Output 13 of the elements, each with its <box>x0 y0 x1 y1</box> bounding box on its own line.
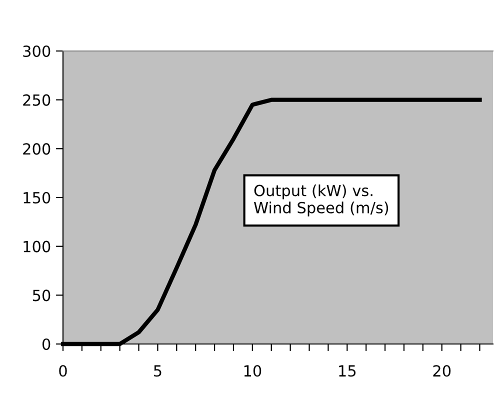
x-tick-label: 0 <box>59 365 67 377</box>
y-tick-label: 150 <box>24 192 50 204</box>
y-tick-label: 100 <box>24 240 50 252</box>
y-tick-label: 300 <box>23 45 50 58</box>
y-tick-label: 200 <box>23 143 50 155</box>
y-tick-label: 0 <box>42 338 50 350</box>
x-tick-label: 20 <box>433 365 451 377</box>
x-tick-label: 5 <box>154 365 162 377</box>
x-tick-label: 15 <box>339 365 356 377</box>
annotation: Output (kW) vs. Wind Speed (m/s) <box>254 184 388 216</box>
y-tick-label: 250 <box>23 94 50 106</box>
x-tick-label: 10 <box>244 365 262 377</box>
y-tick-label: 50 <box>32 290 50 302</box>
